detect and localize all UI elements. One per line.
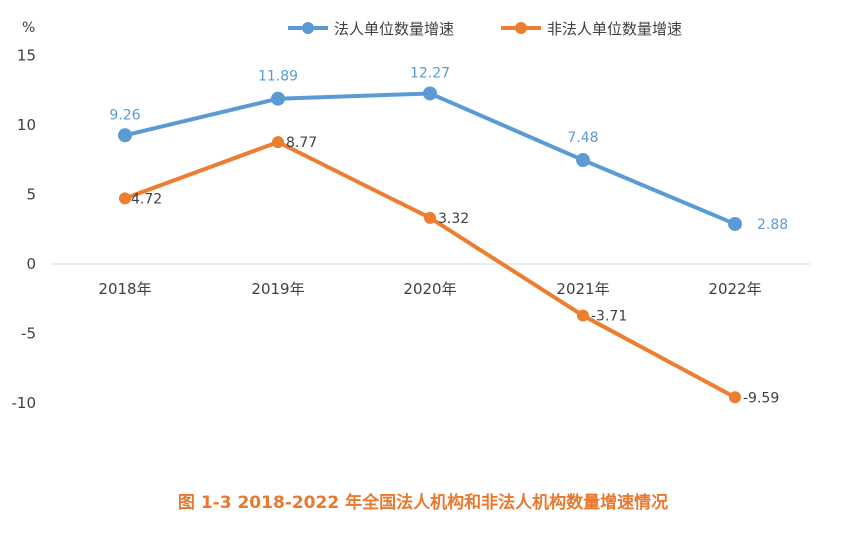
legend: 法人单位数量增速 非法人单位数量增速 [288, 20, 682, 38]
legend-label: 法人单位数量增速 [334, 20, 454, 38]
series-layer: 9.26 11.89 12.27 7.48 2.88 4.72 8.77 3.32 -3.71 -… [109, 65, 788, 406]
x-tick-label: 2018年 [98, 280, 151, 298]
data-label: 11.89 [258, 69, 298, 85]
figure-caption: 图 1-3 2018-2022 年全国法人机构和非法人机构数量增速情况 [177, 493, 669, 513]
data-point [424, 211, 436, 224]
x-tick-label: 2022年 [708, 280, 761, 298]
data-label: 7.48 [567, 130, 598, 146]
axis-layer: 15 10 5 0 -5 -10% 2018年 2019年 2020年 2021年 2022年 [12, 20, 810, 412]
legend-swatch-marker [302, 22, 314, 34]
data-point [272, 136, 284, 149]
data-point [728, 216, 742, 231]
data-label: 2.88 [757, 217, 788, 233]
data-point [576, 153, 590, 168]
data-label: -9.59 [743, 390, 779, 406]
data-point [423, 86, 437, 101]
x-tick-label: 2020年 [403, 280, 456, 298]
y-tick-label: -5 [21, 325, 36, 343]
y-tick-label: 10 [17, 116, 36, 134]
data-label: 9.26 [109, 107, 140, 123]
data-point [577, 309, 589, 322]
y-axis-unit: % [22, 20, 35, 36]
data-label: 8.77 [286, 135, 317, 151]
legend-swatch-marker [515, 22, 527, 34]
x-tick-label: 2021年 [556, 280, 609, 298]
y-tick-label: 0 [26, 255, 36, 273]
data-point [119, 192, 131, 205]
legend-label: 非法人单位数量增速 [547, 20, 682, 38]
data-point [271, 91, 285, 106]
series-line [124, 91, 736, 226]
x-tick-label: 2019年 [251, 280, 304, 298]
y-tick-label: 15 [17, 47, 36, 65]
data-point [118, 128, 132, 143]
data-point [729, 391, 741, 404]
data-label: 12.27 [410, 65, 450, 81]
series-line [124, 140, 736, 400]
line-chart: 15 10 5 0 -5 -10% 2018年 2019年 2020年 2021年 2022年 法人… [12, 20, 810, 412]
data-label: -3.71 [591, 309, 627, 325]
y-tick-label: -10 [12, 394, 37, 412]
y-tick-label: 5 [26, 186, 36, 204]
data-label: 4.72 [131, 191, 162, 207]
data-label: 3.32 [438, 211, 469, 227]
